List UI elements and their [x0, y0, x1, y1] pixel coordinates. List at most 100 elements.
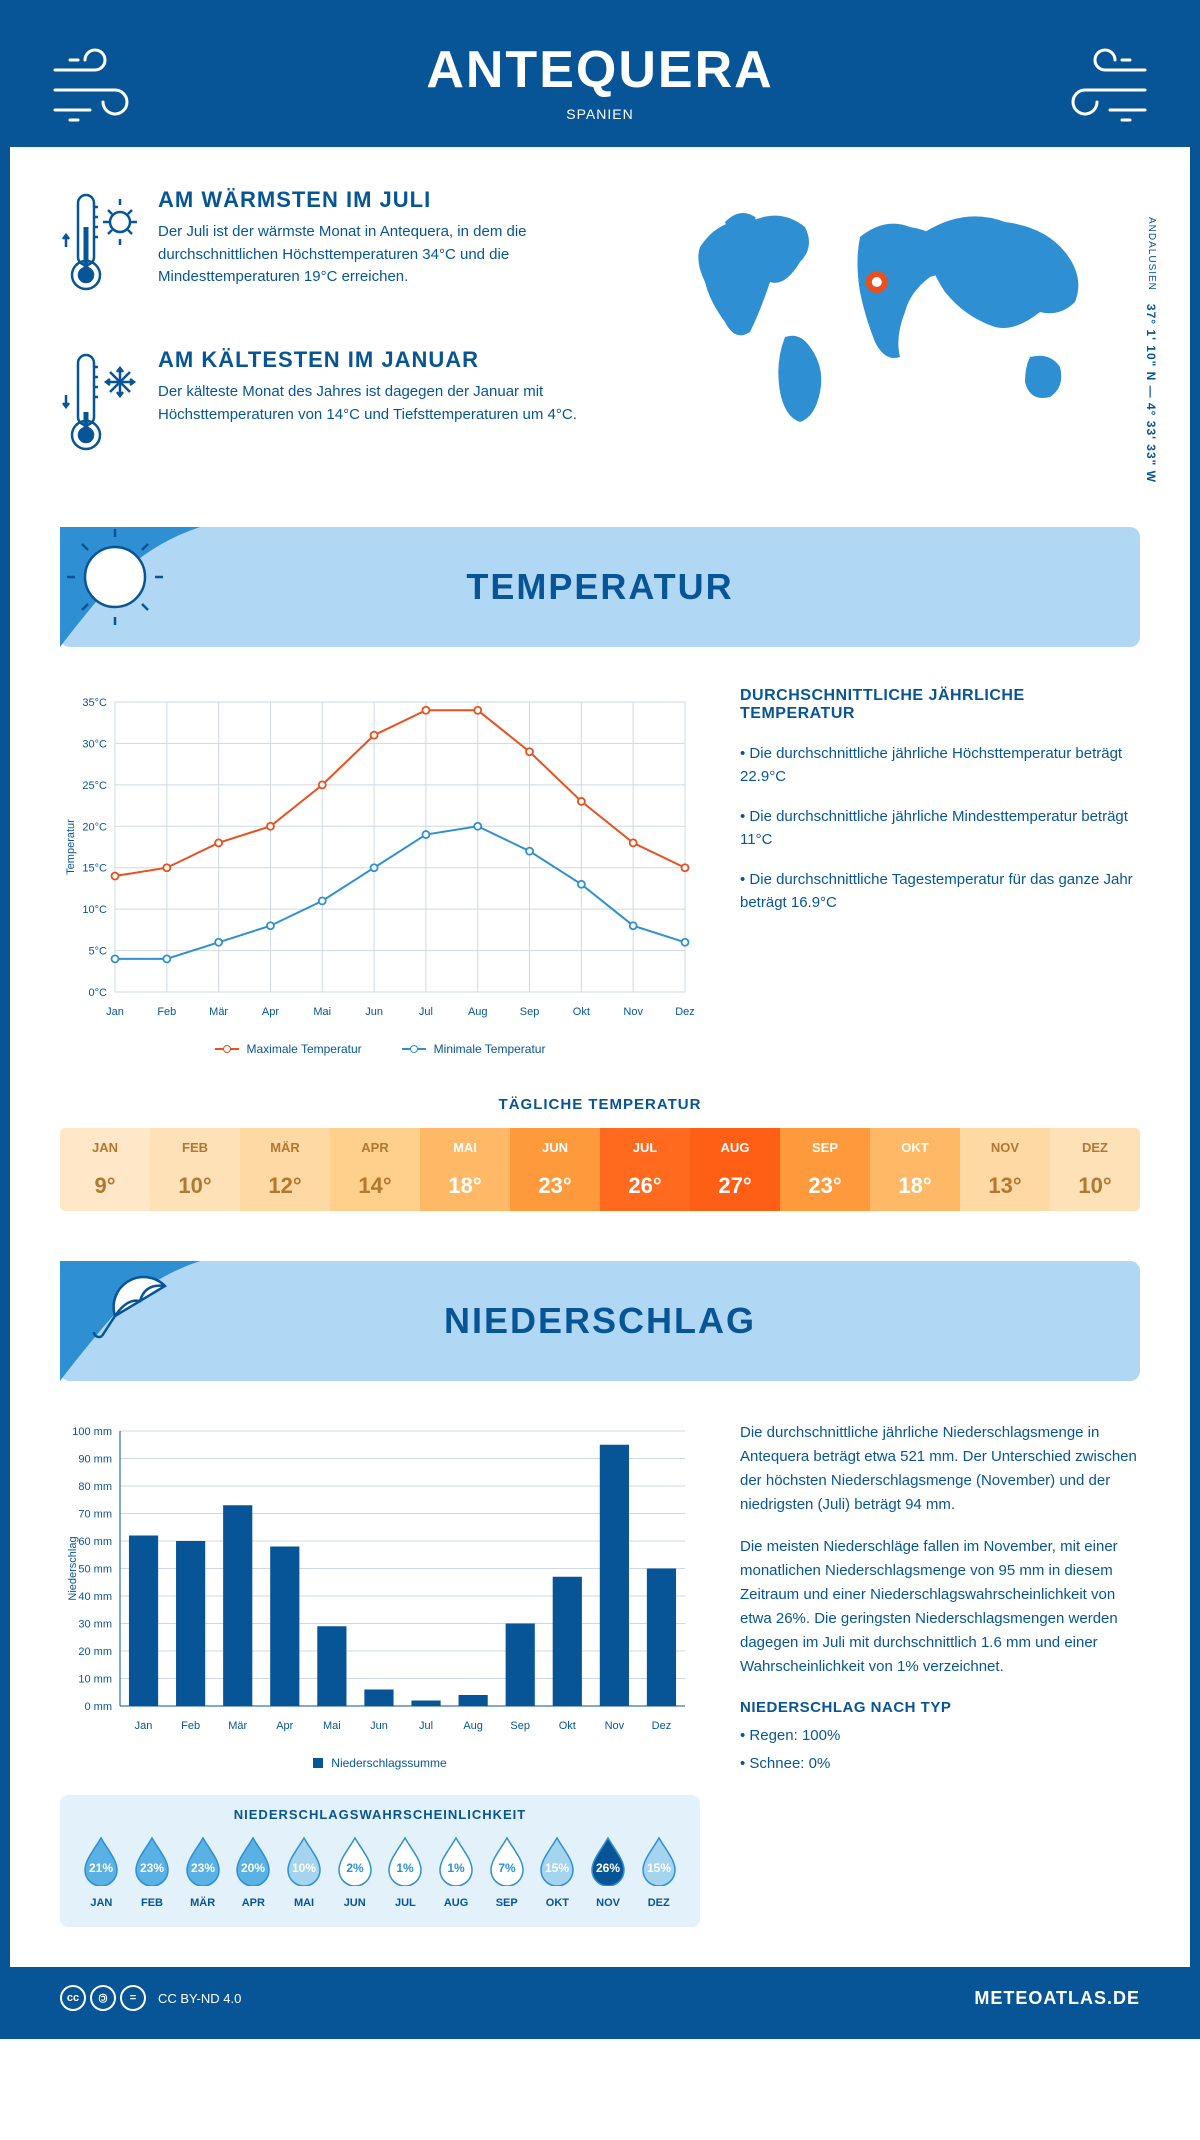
svg-text:90 mm: 90 mm [78, 1454, 112, 1466]
svg-text:Apr: Apr [276, 1720, 293, 1732]
header: ANTEQUERA SPANIEN [10, 10, 1190, 147]
precip-section-header: NIEDERSCHLAG [60, 1261, 1140, 1381]
wind-icon [1040, 45, 1150, 135]
svg-text:Jul: Jul [419, 1720, 433, 1732]
svg-text:10 mm: 10 mm [78, 1674, 112, 1686]
precip-section-title: NIEDERSCHLAG [444, 1300, 756, 1342]
prob-col: 2% JUN [331, 1834, 378, 1909]
svg-text:50 mm: 50 mm [78, 1564, 112, 1576]
svg-text:20 mm: 20 mm [78, 1646, 112, 1658]
svg-text:Dez: Dez [675, 1006, 695, 1018]
raindrop-icon: 23% [131, 1834, 173, 1886]
prob-col: 21% JAN [78, 1834, 125, 1909]
svg-text:23%: 23% [140, 1861, 164, 1875]
svg-text:80 mm: 80 mm [78, 1481, 112, 1493]
svg-text:Nov: Nov [623, 1006, 643, 1018]
svg-text:10°C: 10°C [82, 904, 107, 916]
prob-col: 23% FEB [129, 1834, 176, 1909]
temp-section-header: TEMPERATUR [60, 527, 1140, 647]
umbrella-icon [60, 1261, 200, 1381]
svg-text:10%: 10% [292, 1861, 316, 1875]
footer: cc 🄯 = CC BY-ND 4.0 METEOATLAS.DE [10, 1967, 1190, 2029]
svg-text:Sep: Sep [510, 1720, 530, 1732]
legend-precip-label: Niederschlagssumme [331, 1756, 446, 1770]
prob-col: 20% APR [230, 1834, 277, 1909]
svg-text:Feb: Feb [181, 1720, 200, 1732]
prob-col: 15% OKT [534, 1834, 581, 1909]
svg-text:Nov: Nov [605, 1720, 625, 1732]
svg-text:Apr: Apr [262, 1006, 279, 1018]
prob-col: 10% MAI [281, 1834, 328, 1909]
svg-text:Sep: Sep [520, 1006, 540, 1018]
svg-text:Mai: Mai [323, 1720, 341, 1732]
legend-min-label: Minimale Temperatur [434, 1042, 546, 1056]
daily-temp-grid: JAN9°FEB10°MÄR12°APR14°MAI18°JUN23°JUL26… [60, 1128, 1140, 1211]
legend-max-label: Maximale Temperatur [247, 1042, 362, 1056]
svg-text:20°C: 20°C [82, 821, 107, 833]
svg-text:Aug: Aug [468, 1006, 488, 1018]
daily-temp-col: JUL26° [600, 1128, 690, 1211]
prob-col: 1% JUL [382, 1834, 429, 1909]
svg-text:23%: 23% [191, 1861, 215, 1875]
wind-icon [50, 45, 160, 135]
svg-text:0 mm: 0 mm [85, 1701, 113, 1713]
svg-text:Jun: Jun [370, 1720, 388, 1732]
world-map [670, 187, 1110, 437]
daily-temp-title: TÄGLICHE TEMPERATUR [60, 1096, 1140, 1113]
site-name: METEOATLAS.DE [974, 1988, 1140, 2009]
svg-text:7%: 7% [498, 1861, 516, 1875]
prob-col: 15% DEZ [635, 1834, 682, 1909]
daily-temp-col: AUG27° [690, 1128, 780, 1211]
precip-prob-box: NIEDERSCHLAGSWAHRSCHEINLICHKEIT 21% JAN … [60, 1795, 700, 1927]
raindrop-icon: 10% [283, 1834, 325, 1886]
svg-text:Jan: Jan [135, 1720, 153, 1732]
svg-text:100 mm: 100 mm [72, 1426, 112, 1438]
svg-text:Mär: Mär [228, 1720, 247, 1732]
prob-col: 7% SEP [483, 1834, 530, 1909]
prob-col: 23% MÄR [179, 1834, 226, 1909]
country-subtitle: SPANIEN [10, 106, 1190, 122]
raindrop-icon: 20% [232, 1834, 274, 1886]
svg-text:0°C: 0°C [89, 987, 108, 999]
temp-section-title: TEMPERATUR [466, 566, 733, 608]
svg-text:30 mm: 30 mm [78, 1619, 112, 1631]
license-text: CC BY-ND 4.0 [158, 1991, 241, 2006]
cc-icons: cc 🄯 = [60, 1985, 146, 2011]
daily-temp-col: DEZ10° [1050, 1128, 1140, 1211]
daily-temp-col: MAI18° [420, 1128, 510, 1211]
raindrop-icon: 23% [182, 1834, 224, 1886]
svg-text:2%: 2% [346, 1861, 364, 1875]
svg-text:Temperatur: Temperatur [65, 819, 77, 875]
svg-text:20%: 20% [241, 1861, 265, 1875]
svg-text:Feb: Feb [157, 1006, 176, 1018]
raindrop-icon: 1% [435, 1834, 477, 1886]
prob-col: 1% AUG [433, 1834, 480, 1909]
svg-text:Dez: Dez [652, 1720, 672, 1732]
svg-text:70 mm: 70 mm [78, 1509, 112, 1521]
prob-col: 26% NOV [585, 1834, 632, 1909]
city-title: ANTEQUERA [10, 40, 1190, 100]
svg-text:Mär: Mär [209, 1006, 228, 1018]
temperature-line-chart: 0°C5°C10°C15°C20°C25°C30°C35°CJanFebMärA… [60, 687, 700, 1027]
daily-temp-col: APR14° [330, 1128, 420, 1211]
svg-text:Jul: Jul [419, 1006, 433, 1018]
svg-text:15%: 15% [545, 1861, 569, 1875]
svg-text:60 mm: 60 mm [78, 1536, 112, 1548]
warmest-text: Der Juli ist der wärmste Monat in Antequ… [158, 221, 640, 289]
raindrop-icon: 2% [334, 1834, 376, 1886]
daily-temp-col: JAN9° [60, 1128, 150, 1211]
daily-temp-col: JUN23° [510, 1128, 600, 1211]
daily-temp-col: OKT18° [870, 1128, 960, 1211]
raindrop-icon: 15% [536, 1834, 578, 1886]
svg-text:Okt: Okt [573, 1006, 590, 1018]
raindrop-icon: 21% [80, 1834, 122, 1886]
thermometer-cold-icon [60, 347, 140, 467]
svg-text:21%: 21% [89, 1861, 113, 1875]
daily-temp-col: FEB10° [150, 1128, 240, 1211]
intro-section: AM WÄRMSTEN IM JULI Der Juli ist der wär… [60, 187, 1140, 507]
precip-text: Die durchschnittliche jährliche Niedersc… [740, 1421, 1140, 1927]
thermometer-hot-icon [60, 187, 140, 307]
raindrop-icon: 26% [587, 1834, 629, 1886]
svg-text:15%: 15% [647, 1861, 671, 1875]
svg-text:1%: 1% [397, 1861, 415, 1875]
